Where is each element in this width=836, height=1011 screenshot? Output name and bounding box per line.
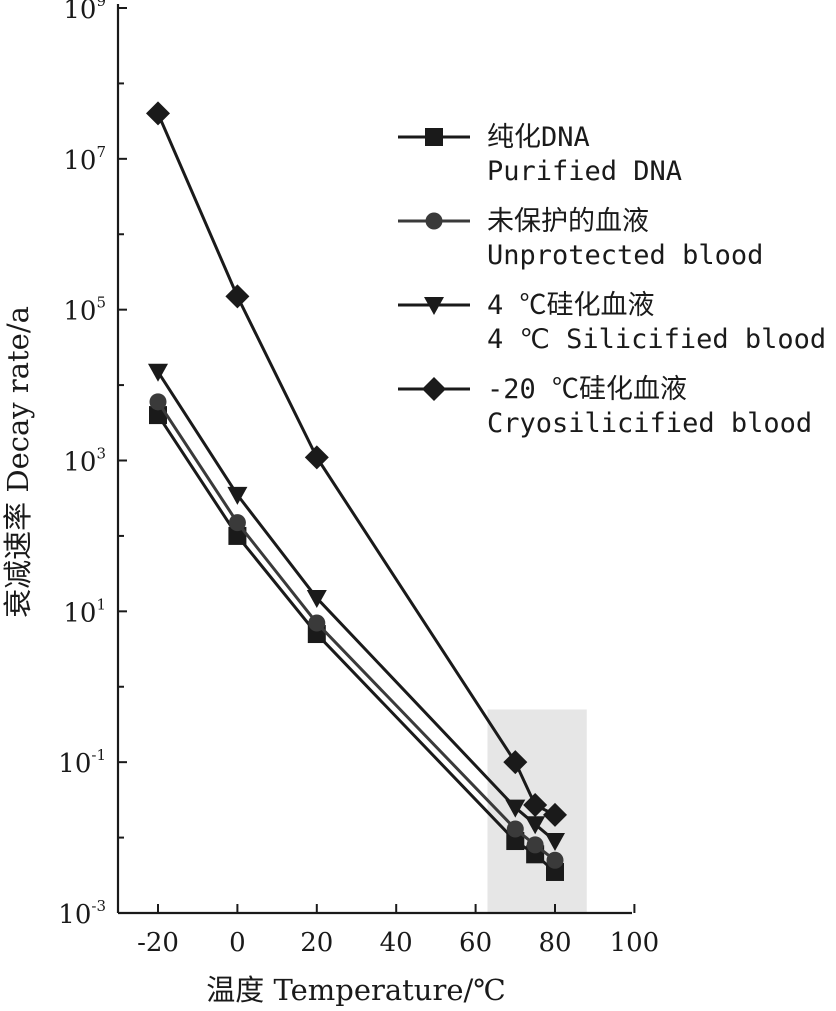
y-tick-exponent: 7 xyxy=(96,143,106,161)
data-point xyxy=(304,445,329,470)
legend-label-en: Cryosilicified blood xyxy=(487,408,812,439)
y-tick-exponent: 9 xyxy=(96,0,106,10)
y-tick-base: 10 xyxy=(63,297,96,327)
y-tick-exponent: -3 xyxy=(91,897,106,915)
legend-swatch-marker xyxy=(424,297,444,315)
data-point xyxy=(505,799,526,818)
data-point xyxy=(526,836,544,854)
data-point xyxy=(525,816,546,835)
data-point xyxy=(146,101,170,126)
y-tick-base: 10 xyxy=(63,448,96,478)
y-tick-label: 109 xyxy=(63,0,106,25)
data-point xyxy=(506,832,525,851)
data-point xyxy=(503,750,528,775)
x-tick-label: 20 xyxy=(300,928,333,958)
series-2 xyxy=(149,393,564,869)
legend-label-en: Unprotected blood xyxy=(487,240,763,271)
y-axis-title: 衰减速率 Decay rate/a xyxy=(1,306,35,618)
x-tick-label: -20 xyxy=(137,928,179,958)
x-tick-label: 80 xyxy=(538,928,571,958)
data-point xyxy=(228,526,247,545)
legend-label: -20 ℃硅化血液 xyxy=(487,374,687,405)
data-point xyxy=(306,590,327,609)
y-tick-exponent: 3 xyxy=(96,445,106,463)
legend-label-en: Purified DNA xyxy=(487,156,682,187)
data-point xyxy=(225,284,250,309)
series-4 xyxy=(146,101,567,827)
data-point xyxy=(228,514,246,532)
data-point xyxy=(523,793,548,818)
y-tick-label: 107 xyxy=(63,143,106,176)
y-tick-label: 10-3 xyxy=(58,897,106,930)
data-point xyxy=(546,851,564,869)
y-tick-label: 101 xyxy=(63,595,106,628)
legend-label: 4 ℃硅化血液 xyxy=(487,290,655,321)
x-tick-label: 60 xyxy=(459,928,492,958)
y-tick-exponent: 5 xyxy=(96,294,106,312)
y-tick-base: 10 xyxy=(63,0,96,25)
x-tick-label: 100 xyxy=(610,928,660,958)
data-point xyxy=(308,614,326,632)
legend-swatch-marker xyxy=(425,212,443,230)
y-tick-base: 10 xyxy=(58,749,91,779)
y-tick-label: 103 xyxy=(63,445,106,478)
y-tick-exponent: -1 xyxy=(91,746,106,764)
y-tick-base: 10 xyxy=(63,146,96,176)
legend-swatch-marker xyxy=(425,128,443,146)
x-axis-title: 温度 Temperature/℃ xyxy=(206,973,505,1006)
x-tick-label: 40 xyxy=(380,928,413,958)
data-point xyxy=(543,802,567,827)
y-tick-exponent: 1 xyxy=(96,595,106,613)
data-point xyxy=(148,363,168,382)
data-point xyxy=(506,820,524,838)
legend-label-en: 4 ℃ Silicified blood xyxy=(487,324,826,355)
y-tick-label: 105 xyxy=(63,294,106,327)
data-point xyxy=(149,393,167,411)
legend-label: 纯化DNA xyxy=(487,122,590,153)
data-point xyxy=(227,486,248,505)
legend-swatch-marker xyxy=(422,377,446,401)
legend-label: 未保护的血液 xyxy=(487,206,649,237)
series-3 xyxy=(148,363,565,852)
y-tick-base: 10 xyxy=(58,900,91,930)
data-point xyxy=(545,833,565,852)
y-tick-label: 10-1 xyxy=(58,746,106,779)
x-tick-label: 0 xyxy=(229,928,246,958)
y-tick-base: 10 xyxy=(63,598,96,628)
